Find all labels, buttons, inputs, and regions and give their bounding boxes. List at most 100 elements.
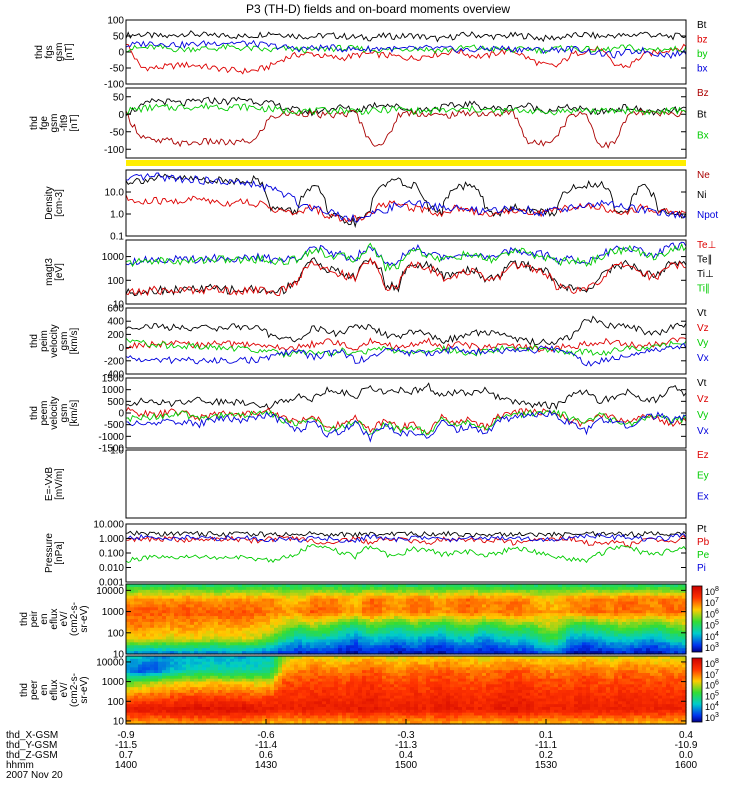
spectrogram-cell (454, 584, 459, 588)
spectrogram-cell (654, 592, 659, 597)
spectrogram-cell (450, 642, 455, 646)
spectrogram-cell (198, 673, 203, 677)
spectrogram-cell (326, 607, 331, 611)
spectrogram-cell (498, 627, 503, 632)
spectrogram-cell (334, 667, 339, 671)
spectrogram-cell (246, 704, 251, 708)
spectrogram-cell (222, 684, 227, 688)
spectrogram-cell (462, 645, 467, 649)
spectrogram-cell (334, 707, 339, 711)
spectrogram-cell (394, 584, 399, 588)
spectrogram-cell (206, 601, 211, 606)
spectrogram-cell (262, 616, 267, 620)
spectrogram-cell (194, 613, 199, 617)
spectrogram-cell (130, 651, 135, 655)
spectrogram-cell (126, 701, 131, 705)
spectrogram-cell (186, 721, 191, 725)
series-pt (125, 530, 687, 539)
spectrogram-cell (326, 586, 331, 591)
spectrogram-cell (158, 687, 163, 691)
spectrogram-cell (310, 701, 315, 705)
spectrogram-cell (126, 584, 131, 588)
spectrogram-cell (618, 619, 623, 623)
spectrogram-cell (610, 607, 615, 611)
spectrogram-cell (298, 692, 303, 697)
spectrogram-cell (454, 633, 459, 638)
spectrogram-cell (674, 651, 679, 655)
spectrogram-cell (138, 715, 143, 719)
spectrogram-cell (174, 627, 179, 632)
spectrogram-cell (178, 589, 183, 594)
spectrogram-cell (362, 633, 367, 638)
spectrogram-cell (494, 633, 499, 638)
spectrogram-cell (446, 642, 451, 646)
spectrogram-cell (458, 607, 463, 611)
spectrogram-cell (250, 658, 255, 663)
legend-label: Vz (697, 323, 709, 334)
spectrogram-cell (662, 613, 667, 617)
spectrogram-cell (182, 607, 187, 611)
spectrogram-cell (454, 648, 459, 652)
spectrogram-cell (210, 684, 215, 688)
spectrogram-cell (250, 651, 255, 655)
spectrogram-cell (326, 721, 331, 725)
spectrogram-cell (262, 619, 267, 623)
spectrogram-cell (454, 616, 459, 620)
spectrogram-cell (454, 592, 459, 597)
spectrogram-cell (318, 707, 323, 711)
spectrogram-cell (218, 667, 223, 671)
spectrogram-cell (678, 648, 683, 652)
spectrogram-cell (202, 673, 207, 677)
spectrogram-cell (250, 621, 255, 626)
spectrogram-cell (150, 589, 155, 594)
spectrogram-cell (158, 712, 163, 717)
spectrogram-cell (170, 601, 175, 606)
spectrogram-cell (350, 639, 355, 643)
legend-label: Vy (697, 338, 708, 349)
spectrogram-cell (330, 616, 335, 620)
spectrogram-cell (502, 613, 507, 617)
spectrogram-cell (382, 627, 387, 632)
spectrogram-cell (394, 595, 399, 600)
spectrogram-cell (274, 664, 279, 668)
panel-frame (125, 307, 687, 375)
spectrogram-cell (134, 598, 139, 603)
spectrogram-cell (126, 595, 131, 600)
spectrogram-cell (174, 675, 179, 680)
spectrogram-cell (642, 610, 647, 614)
spectrogram-cell (450, 610, 455, 614)
spectrogram-cell (358, 601, 363, 606)
spectrogram-cell (434, 604, 439, 608)
spectrogram-cell (290, 645, 295, 649)
spectrogram-cell (282, 667, 287, 671)
spectrogram-cell (234, 673, 239, 677)
spectrogram-cell (562, 586, 567, 591)
spectrogram-cell (510, 610, 515, 614)
spectrogram-cell (546, 584, 551, 588)
spectrogram-cell (406, 595, 411, 600)
spectrogram-cell (318, 678, 323, 683)
spectrogram-cell (598, 621, 603, 626)
spectrogram-cell (302, 619, 307, 623)
spectrogram-cell (374, 639, 379, 643)
spectrogram-cell (162, 701, 167, 705)
spectrogram-cell (466, 651, 471, 655)
spectrogram-cell (358, 690, 363, 694)
spectrogram-cell (162, 642, 167, 646)
series-pi (125, 533, 687, 543)
spectrogram-cell (194, 670, 199, 674)
spectrogram-cell (234, 619, 239, 623)
spectrogram-cell (382, 651, 387, 655)
spectrogram-cell (382, 636, 387, 641)
spectrogram-cell (322, 678, 327, 683)
spectrogram-cell (146, 601, 151, 606)
spectrogram-cell (598, 595, 603, 600)
spectrogram-cell (246, 670, 251, 674)
spectrogram-cell (522, 584, 527, 588)
spectrogram-cell (350, 633, 355, 638)
spectrogram-cell (566, 604, 571, 608)
spectrogram-cell (210, 630, 215, 635)
spectrogram-cell (170, 610, 175, 614)
spectrogram-cell (266, 624, 271, 629)
spectrogram-cell (326, 658, 331, 663)
